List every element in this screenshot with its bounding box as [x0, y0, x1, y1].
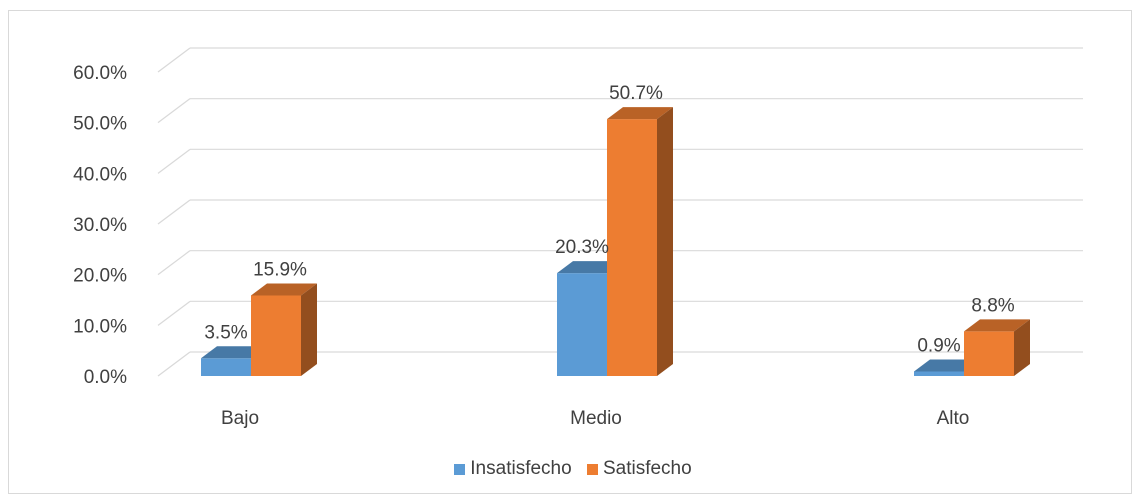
- y-tick-label: 0.0%: [84, 367, 127, 388]
- data-label: 20.3%: [555, 237, 609, 258]
- gridline-side: [157, 250, 191, 276]
- gridline-side: [157, 148, 191, 174]
- x-tick-label: Medio: [570, 408, 622, 429]
- x-axis: Bajo Medio Alto: [221, 408, 969, 429]
- gridline-side: [157, 300, 191, 326]
- legend-swatch-insatisfecho: [454, 463, 466, 475]
- data-label: 0.9%: [917, 335, 960, 356]
- legend-swatch-satisfecho: [586, 463, 598, 475]
- bar-satisfecho-alto: [964, 319, 1030, 376]
- gridline-side: [157, 98, 191, 124]
- bars: [201, 107, 1030, 377]
- data-label: 8.8%: [971, 295, 1014, 316]
- data-label: 15.9%: [253, 259, 307, 280]
- y-tick-label: 10.0%: [73, 316, 127, 337]
- chart-frame: [8, 10, 1132, 494]
- y-tick-label: 40.0%: [73, 164, 127, 185]
- y-tick-label: 20.0%: [73, 266, 127, 287]
- y-tick-label: 30.0%: [73, 215, 127, 236]
- y-tick-label: 60.0%: [73, 63, 127, 84]
- legend-item-insatisfecho: Insatisfecho: [454, 458, 572, 480]
- y-axis: 0.0% 10.0% 20.0% 30.0% 40.0% 50.0% 60.0%: [73, 63, 127, 388]
- gridline-side: [157, 47, 191, 73]
- bar-satisfecho-medio: [607, 107, 673, 377]
- legend-label-insatisfecho: Insatisfecho: [470, 458, 572, 479]
- legend-item-satisfecho: Satisfecho: [586, 458, 692, 480]
- legend: Insatisfecho Satisfecho: [0, 458, 1146, 481]
- gridline-side: [157, 199, 191, 225]
- x-tick-label: Bajo: [221, 408, 259, 429]
- data-labels: 3.5% 15.9% 20.3% 50.7% 0.9% 8.8%: [204, 83, 1014, 356]
- y-tick-label: 50.0%: [73, 114, 127, 135]
- bar-satisfecho-bajo: [251, 283, 317, 376]
- legend-label-satisfecho: Satisfecho: [602, 458, 692, 479]
- data-label: 50.7%: [609, 83, 663, 104]
- gridline-side: [157, 351, 191, 377]
- x-tick-label: Alto: [937, 408, 970, 429]
- data-label: 3.5%: [204, 322, 247, 343]
